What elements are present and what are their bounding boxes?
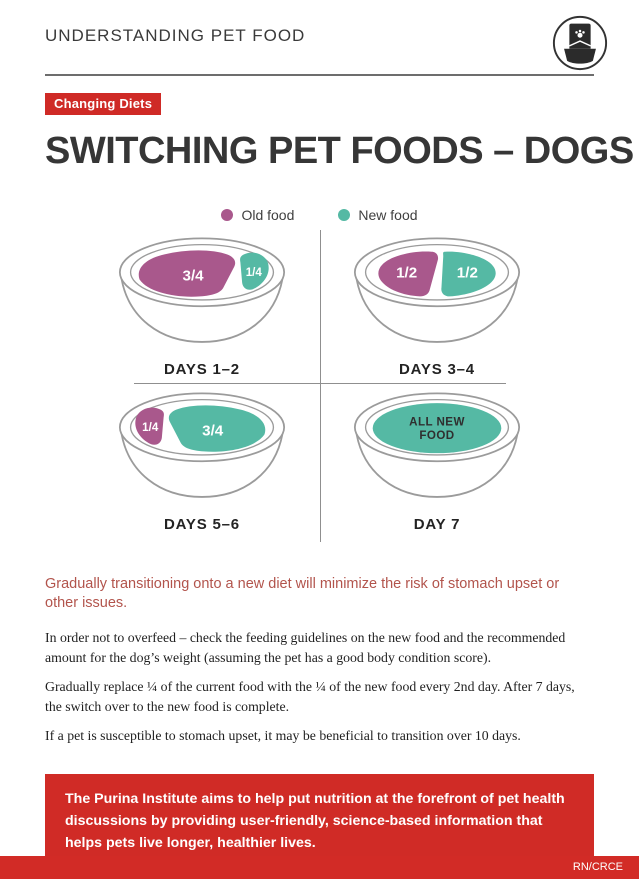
legend-label-new: New food [358,206,418,223]
body-copy: In order not to overfeed – check the fee… [45,628,594,746]
footer-bar: RN/CRCE [0,856,639,879]
new-food-dot-icon [338,208,351,221]
purina-institute-callout: The Purina Institute aims to help put nu… [45,773,594,869]
new-portion-label: 1/4 [246,266,263,279]
paragraph: In order not to overfeed – check the fee… [45,630,566,665]
section-badge: Changing Diets [45,93,162,115]
old-food-portion [135,407,164,445]
legend: Old food New food [0,207,639,223]
document-title: UNDERSTANDING PET FOOD [45,26,306,45]
paragraph: Gradually replace ¼ of the current food … [45,679,575,714]
pet-food-bag-bowl-icon [552,15,608,71]
new-portion-label: 3/4 [202,422,224,439]
bowl-icon: 1/2 1/2 [353,237,521,343]
paragraph: If a pet is susceptible to stomach upset… [45,728,521,744]
new-food-portion [240,252,269,290]
bowl-caption: DAY 7 [413,515,461,533]
new-food-portion [372,403,502,454]
header-divider [45,74,594,76]
old-food-dot-icon [221,208,234,221]
bowl-days-5-6: 1/4 3/4 DAYS 5–6 [85,388,320,543]
footer-code: RN/CRCE [572,861,623,873]
new-portion-label: 1/2 [457,265,478,282]
bowl-day-7: ALL NEW FOOD DAY 7 [320,388,555,543]
new-portion-label-line1: ALL NEW [409,415,465,428]
page-title: SWITCHING PET FOODS – DOGS [45,130,634,172]
bowl-icon: 1/4 3/4 [118,392,286,498]
highlight-sentence: Gradually transitioning onto a new diet … [45,575,560,612]
transition-diagram: 3/4 1/4 DAYS 1–2 1/2 1/2 DAYS 3–4 [85,229,555,543]
new-portion-label-line2: FOOD [419,429,454,442]
bowl-caption: DAYS 5–6 [164,515,240,533]
bowl-caption: DAYS 1–2 [164,360,240,378]
old-food-portion [138,250,236,297]
new-food-portion [441,251,496,297]
old-portion-label: 3/4 [183,267,205,284]
old-portion-label: 1/2 [396,265,417,282]
header: UNDERSTANDING PET FOOD [0,0,639,72]
new-food-portion [168,405,266,452]
bowl-icon: 3/4 1/4 [118,237,286,343]
bowl-caption: DAYS 3–4 [399,360,475,378]
diagram-divider-horizontal [133,382,506,384]
old-portion-label: 1/4 [142,421,159,434]
legend-label-old: Old food [241,206,295,223]
bowl-days-1-2: 3/4 1/4 DAYS 1–2 [85,233,320,388]
legend-item-new-food: New food [338,206,418,223]
bowl-days-3-4: 1/2 1/2 DAYS 3–4 [320,233,555,388]
legend-item-old-food: Old food [221,207,294,223]
diagram-divider-vertical [319,229,321,542]
bowl-icon: ALL NEW FOOD [353,392,521,498]
old-food-portion [378,251,439,297]
